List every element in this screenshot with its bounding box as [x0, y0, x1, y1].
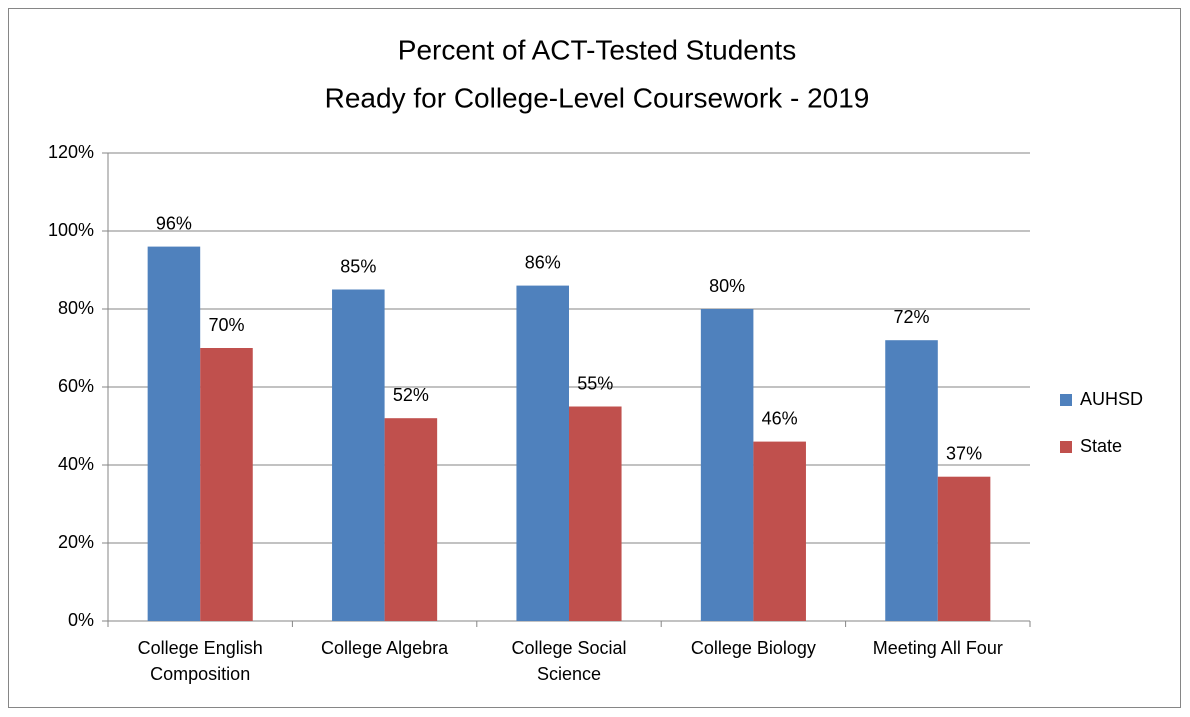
data-label: 72% — [894, 307, 930, 327]
x-tick-label-box: College Biology — [690, 638, 816, 658]
x-tick-label: College Algebra — [321, 638, 449, 658]
y-tick-label: 0% — [68, 610, 94, 630]
chart-title: Percent of ACT-Tested Students — [398, 34, 796, 65]
x-tick-label-box: Meeting All Four — [872, 638, 1003, 658]
data-label: 55% — [577, 373, 613, 393]
y-tick-label: 100% — [48, 220, 94, 240]
x-tick-label: College Biology — [690, 638, 816, 658]
x-tick-label: College English Composition — [137, 638, 263, 684]
legend-label: AUHSD — [1080, 389, 1143, 409]
y-tick-label: 20% — [58, 532, 94, 552]
data-label: 46% — [762, 408, 798, 428]
chart-title: Ready for College-Level Coursework - 201… — [325, 82, 870, 113]
bar — [147, 246, 201, 621]
x-tick-label-box: College Algebra — [321, 638, 449, 658]
data-label: 37% — [946, 443, 982, 463]
data-label: 80% — [709, 276, 745, 296]
bar — [700, 309, 754, 621]
bar — [569, 406, 622, 621]
y-tick-label: 80% — [58, 298, 94, 318]
bar — [885, 340, 938, 621]
y-tick-label: 60% — [58, 376, 94, 396]
x-tick-label-box: College Social Science — [511, 638, 627, 684]
bar — [516, 285, 569, 621]
x-tick-label-box: College English Composition — [137, 638, 263, 684]
legend-swatch — [1060, 441, 1072, 453]
data-label: 85% — [340, 256, 376, 276]
bar — [753, 441, 806, 621]
bar — [937, 476, 991, 621]
bar — [384, 418, 438, 621]
x-tick-label: Meeting All Four — [872, 638, 1003, 658]
x-tick-label: College Social Science — [511, 638, 627, 684]
y-tick-label: 120% — [48, 142, 94, 162]
legend-label: State — [1080, 436, 1122, 456]
legend-swatch — [1060, 394, 1072, 406]
bar — [332, 289, 385, 621]
data-label: 86% — [525, 252, 561, 272]
data-label: 96% — [156, 213, 192, 233]
y-tick-label: 40% — [58, 454, 94, 474]
data-label: 52% — [393, 385, 429, 405]
bar — [200, 348, 253, 621]
data-label: 70% — [208, 315, 244, 335]
